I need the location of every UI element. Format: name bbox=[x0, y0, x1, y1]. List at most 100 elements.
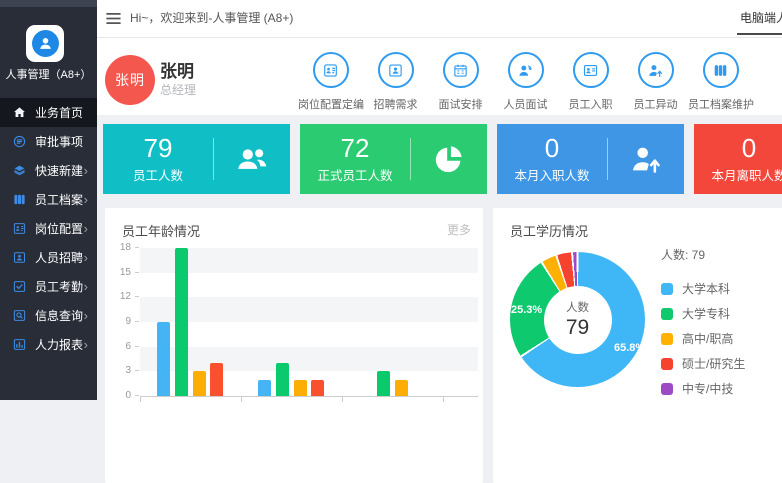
quick-action-recruit-demand[interactable]: 招聘需求 bbox=[363, 52, 428, 112]
stat-value: 0 bbox=[741, 133, 757, 163]
stat-card-month-onboard[interactable]: 0 本月入职人数 bbox=[497, 124, 684, 194]
topbar: Hi~，欢迎来到-人事管理 (A8+) 电脑端人事管理 bbox=[97, 0, 782, 38]
y-axis-tick bbox=[135, 271, 139, 273]
stat-card-regular-employees[interactable]: 72 正式员工人数 bbox=[300, 124, 487, 194]
quick-action-circle bbox=[442, 52, 479, 88]
legend-item[interactable]: 硕士/研究生 bbox=[661, 351, 745, 376]
avatar: 张明 bbox=[105, 55, 155, 105]
legend-label: 大学本科 bbox=[682, 282, 731, 296]
person-up-icon bbox=[647, 62, 664, 79]
archive-icon bbox=[712, 62, 729, 79]
bar-series-green-cat1 bbox=[174, 248, 188, 396]
quick-action-employee-onboard[interactable]: 员工入职 bbox=[558, 52, 623, 112]
legend-label: 大学专科 bbox=[682, 307, 731, 321]
sidebar-item-label: 员工考勤 bbox=[35, 280, 84, 294]
bar-series-red-cat1 bbox=[210, 363, 224, 396]
report-icon bbox=[12, 337, 27, 352]
sidebar-item-info-query[interactable]: 信息查询 › bbox=[0, 301, 97, 330]
sidebar-item-approval[interactable]: 审批事项 bbox=[0, 127, 97, 156]
quick-action-circle bbox=[377, 52, 414, 88]
person-icon bbox=[37, 35, 54, 52]
interview-icon bbox=[517, 62, 534, 79]
donut-center: 人数 79 bbox=[543, 285, 612, 354]
quick-action-circle bbox=[312, 52, 349, 88]
edu-chart-title: 员工学历情况 bbox=[510, 224, 589, 239]
stat-number-block: 0 本月离职人数 bbox=[694, 124, 782, 194]
stat-label: 本月离职人数 bbox=[711, 169, 782, 183]
bar-series-blue-cat2 bbox=[258, 379, 271, 396]
legend-label: 高中/职高 bbox=[682, 332, 734, 346]
y-axis-label: 0 bbox=[125, 390, 131, 401]
stat-divider bbox=[213, 138, 214, 180]
stat-divider bbox=[410, 138, 411, 180]
calendar-icon bbox=[452, 62, 469, 79]
more-link[interactable]: 更多 bbox=[446, 223, 471, 237]
legend-label: 中专/中技 bbox=[682, 382, 734, 396]
quick-action-interview-schedule[interactable]: 面试安排 bbox=[428, 52, 493, 112]
sidebar-item-quick-create[interactable]: 快速新建 › bbox=[0, 156, 97, 185]
sidebar-top-strip bbox=[0, 0, 97, 7]
stat-card-month-resign[interactable]: 0 本月离职人数 bbox=[694, 124, 782, 194]
donut-center-value: 79 bbox=[565, 316, 590, 339]
y-axis-label: 18 bbox=[119, 242, 131, 253]
quick-action-post-config-staffing[interactable]: 岗位配置定编 bbox=[298, 52, 364, 112]
sidebar-item-label: 审批事项 bbox=[35, 135, 84, 149]
legend-swatch-icon bbox=[661, 307, 673, 320]
quick-action-label: 员工入职 bbox=[568, 99, 613, 111]
legend-item[interactable]: 中专/中技 bbox=[661, 376, 745, 401]
sidebar-item-home[interactable]: 业务首页 bbox=[0, 98, 97, 127]
sidebar-item-post-config[interactable]: 岗位配置 › bbox=[0, 214, 97, 243]
x-axis-line bbox=[140, 396, 478, 397]
sidebar-item-hr-report[interactable]: 人力报表 › bbox=[0, 330, 97, 359]
approval-icon bbox=[12, 134, 27, 149]
quick-action-personnel-interview[interactable]: 人员面试 bbox=[493, 52, 558, 112]
y-axis-label: 6 bbox=[125, 340, 131, 352]
legend-item[interactable]: 大学专科 bbox=[661, 301, 745, 326]
stat-card-total-employees[interactable]: 79 员工人数 bbox=[103, 124, 290, 194]
sidebar-item-label: 人力报表 bbox=[35, 338, 84, 352]
sidebar-item-employee-archive[interactable]: 员工档案 › bbox=[0, 185, 97, 214]
legend-swatch-icon bbox=[661, 282, 673, 295]
attendance-icon bbox=[12, 279, 27, 294]
hamburger-icon[interactable] bbox=[105, 12, 122, 25]
user-name: 张明 bbox=[160, 62, 194, 81]
legend-swatch-icon bbox=[661, 357, 673, 370]
edu-donut-chart: 人数 79 25.3% 65.8% bbox=[510, 252, 645, 387]
quick-action-label: 员工档案维护 bbox=[688, 99, 754, 111]
stat-icon-wrap bbox=[411, 124, 487, 194]
y-axis-tick bbox=[135, 345, 139, 347]
legend-item[interactable]: 大学本科 bbox=[661, 276, 745, 301]
quick-action-label: 面试安排 bbox=[438, 99, 483, 111]
stat-number-block: 72 正式员工人数 bbox=[300, 124, 410, 194]
stat-icon-wrap bbox=[608, 124, 684, 194]
search-icon bbox=[12, 308, 27, 323]
edu-chart-panel: 员工学历情况 人数 79 25.3% 65.8% 人数: 79 大学本科 大学专科… bbox=[493, 208, 782, 483]
y-axis-label: 12 bbox=[119, 291, 131, 303]
bar-series-blue-cat1 bbox=[157, 322, 170, 396]
pct-label-green: 25.3% bbox=[511, 304, 543, 316]
bar-series-orange-cat3 bbox=[394, 379, 408, 396]
age-bar-chart: 0 3 6 9 12 15 18 bbox=[120, 242, 478, 402]
badge-icon bbox=[12, 221, 27, 236]
sidebar-item-recruitment[interactable]: 人员招聘 › bbox=[0, 243, 97, 272]
app-logo[interactable] bbox=[26, 25, 64, 62]
user-role: 总经理 bbox=[160, 83, 197, 97]
donut-center-label: 人数 bbox=[566, 302, 589, 314]
grid-band bbox=[140, 346, 478, 372]
quick-action-circle bbox=[702, 52, 739, 88]
user-row: 张明 张明 总经理 岗位配置定编 招聘需求 面试安排 人员面试 员工入职 员工异动 员工档案… bbox=[97, 38, 782, 115]
people-group-icon bbox=[234, 141, 270, 177]
device-tab[interactable]: 电脑端人事管理 bbox=[737, 0, 782, 35]
quick-action-archive-maintenance[interactable]: 员工档案维护 bbox=[688, 52, 754, 112]
quick-action-label: 员工异动 bbox=[633, 99, 678, 111]
legend-item[interactable]: 高中/职高 bbox=[661, 326, 745, 351]
donut-legend: 人数: 79 大学本科 大学专科 高中/职高 硕士/研究生 中专/中技 bbox=[661, 246, 745, 401]
app-title: 人事管理（A8+） bbox=[5, 69, 92, 81]
id-card-icon bbox=[582, 62, 599, 79]
sidebar-item-label: 业务首页 bbox=[35, 106, 84, 120]
quick-action-employee-transfer[interactable]: 员工异动 bbox=[623, 52, 688, 112]
sidebar-item-attendance[interactable]: 员工考勤 › bbox=[0, 272, 97, 301]
pie-icon bbox=[431, 141, 467, 177]
age-chart-panel: 员工年龄情况 更多 0 3 6 9 12 15 18 bbox=[105, 208, 483, 483]
archive-icon bbox=[12, 192, 27, 207]
